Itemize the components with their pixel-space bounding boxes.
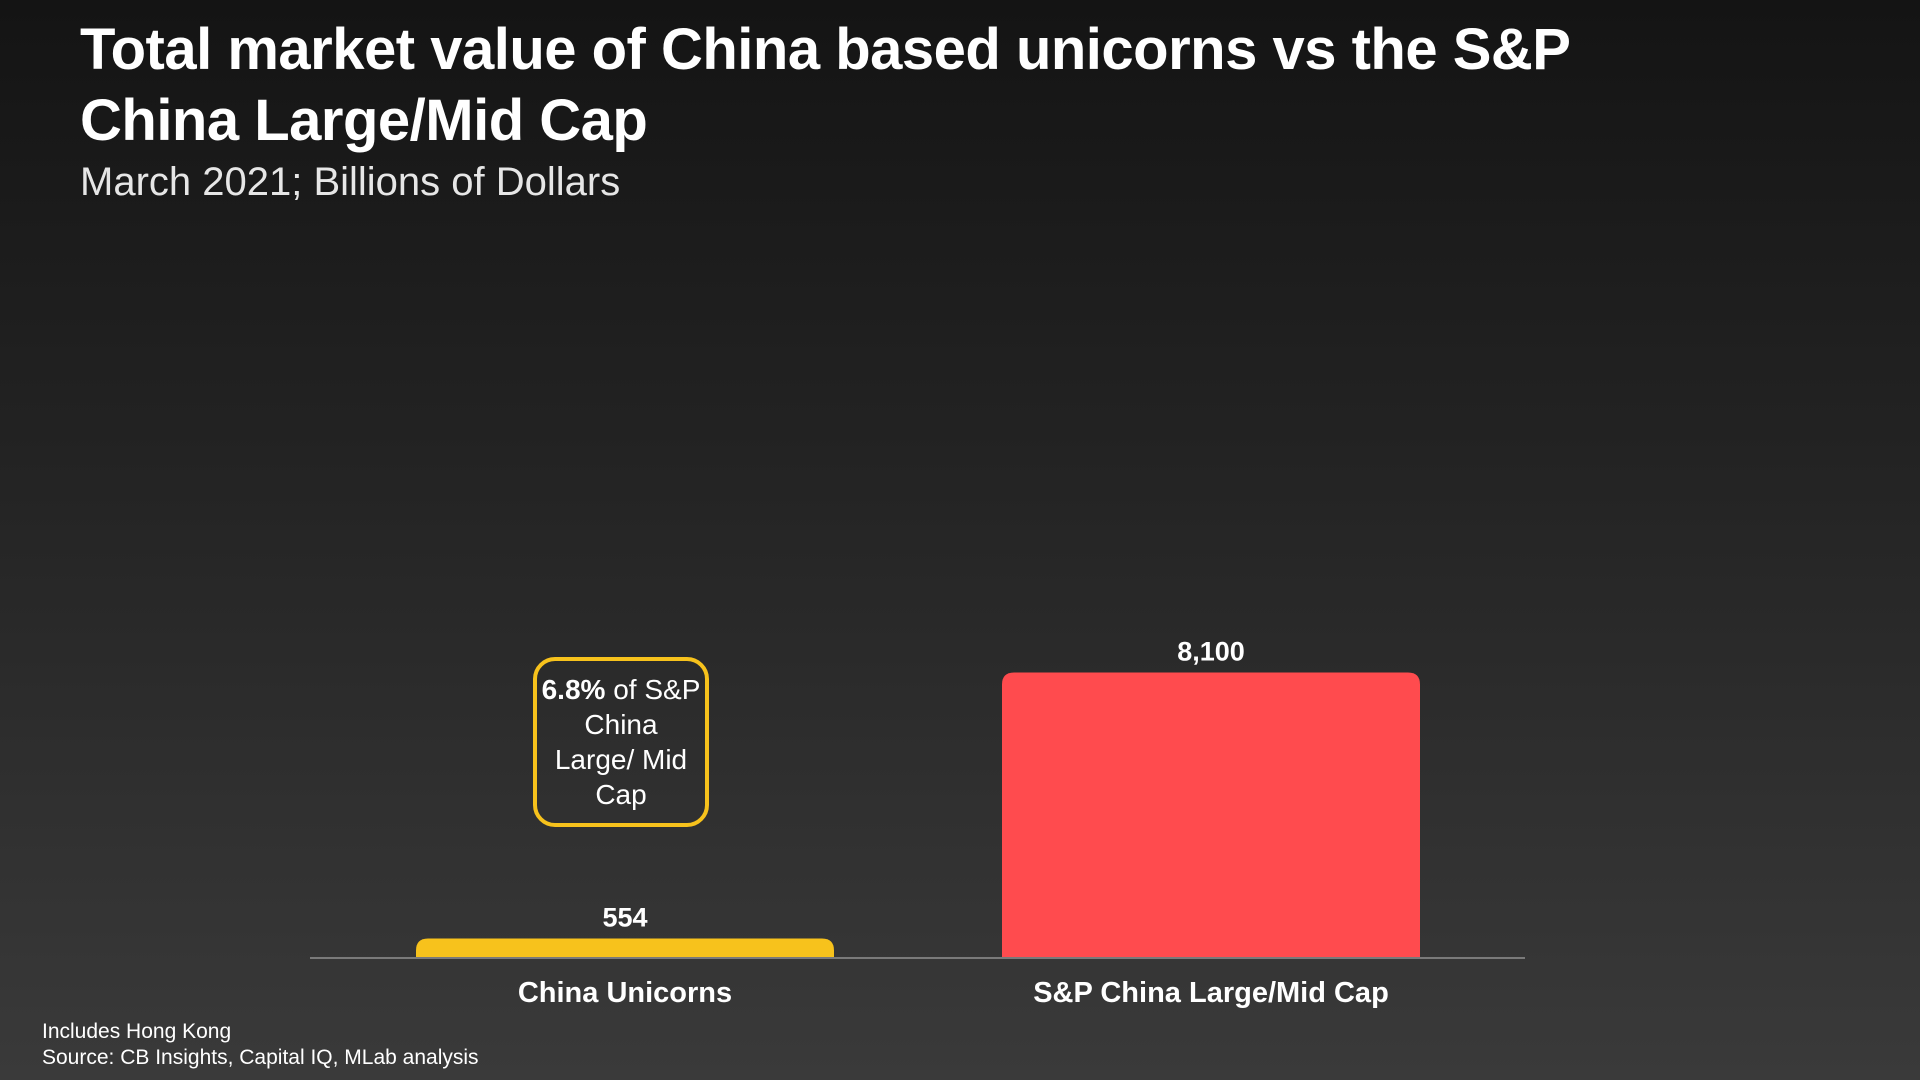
bars-group xyxy=(416,672,1420,958)
callout-highlight: 6.8% xyxy=(541,674,606,705)
callout-text: 6.8% of S&P China Large/ Mid Cap xyxy=(541,672,701,812)
chart-subtitle: March 2021; Billions of Dollars xyxy=(80,160,621,204)
footnote-note: Includes Hong Kong xyxy=(42,1020,232,1043)
bar-sp-china-large-mid-cap xyxy=(1002,672,1420,958)
percentage-callout: 6.8% of S&P China Large/ Mid Cap xyxy=(533,657,709,827)
labels-group: 554 China Unicorns 8,100 S&P China Large/Mi… xyxy=(518,636,1389,1009)
data-label: 554 xyxy=(602,902,647,932)
chart-title: Total market value of China based unicor… xyxy=(80,17,1570,153)
data-label: 8,100 xyxy=(1177,636,1245,666)
bar-china-unicorns xyxy=(416,938,834,958)
category-label: S&P China Large/Mid Cap xyxy=(1033,977,1389,1009)
category-label: China Unicorns xyxy=(518,977,732,1009)
footnote-source: Source: CB Insights, Capital IQ, MLab an… xyxy=(42,1046,479,1069)
callout-body: of S&P China Large/ Mid Cap xyxy=(554,674,701,810)
